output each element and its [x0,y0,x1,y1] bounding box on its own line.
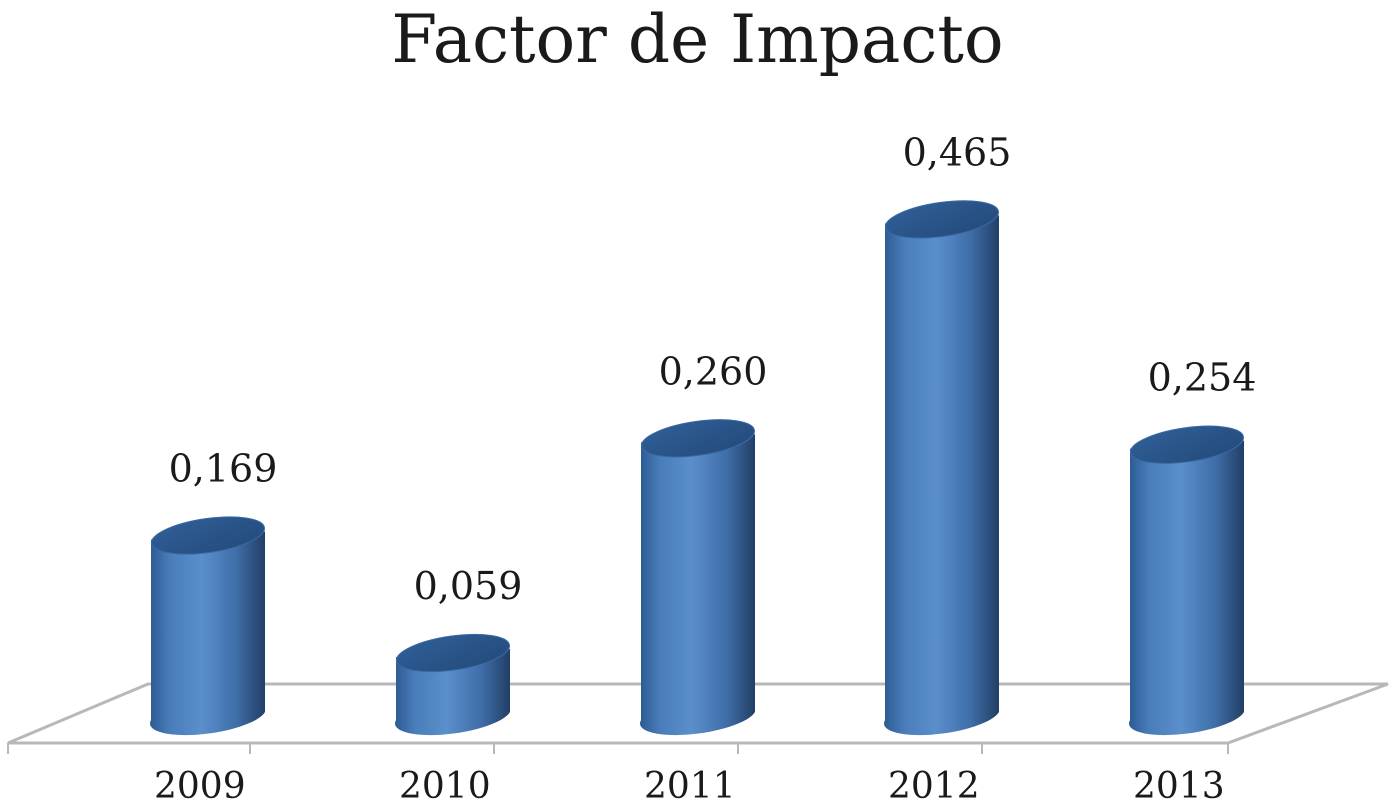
x-axis-ticks [7,743,1229,754]
data-label-2013: 0,254 [1148,356,1257,400]
bar-2010 [394,633,510,736]
x-label-2009: 2009 [154,766,246,807]
bar-top-cap [396,633,510,673]
data-label-2011: 0,260 [659,349,768,393]
bar-2009 [149,516,265,736]
data-label-2010: 0,059 [414,564,523,608]
data-labels: 0,169 0,059 0,260 0,465 0,254 [169,130,1257,608]
bar-top-cap [151,516,265,555]
bar-body [1128,440,1244,736]
bar-2011 [639,419,755,736]
bar-top-cap [1130,425,1244,464]
bar-2013 [1128,425,1244,736]
x-label-2011: 2011 [644,766,736,807]
x-label-2013: 2013 [1133,766,1225,807]
data-label-2009: 0,169 [169,447,278,491]
chart-title: Factor de Impacto [391,1,1004,78]
bar-body [883,215,999,736]
bars [149,200,1244,736]
bar-top-cap [641,419,755,458]
bar-body [149,531,265,736]
bar-top-cap [885,200,999,239]
data-label-2012: 0,465 [903,130,1012,174]
bar-2012 [883,200,999,736]
x-label-2012: 2012 [888,766,980,807]
x-axis-labels: 2009 2010 2011 2012 2013 [154,766,1225,807]
x-label-2010: 2010 [399,766,491,807]
bar-body [639,434,755,736]
